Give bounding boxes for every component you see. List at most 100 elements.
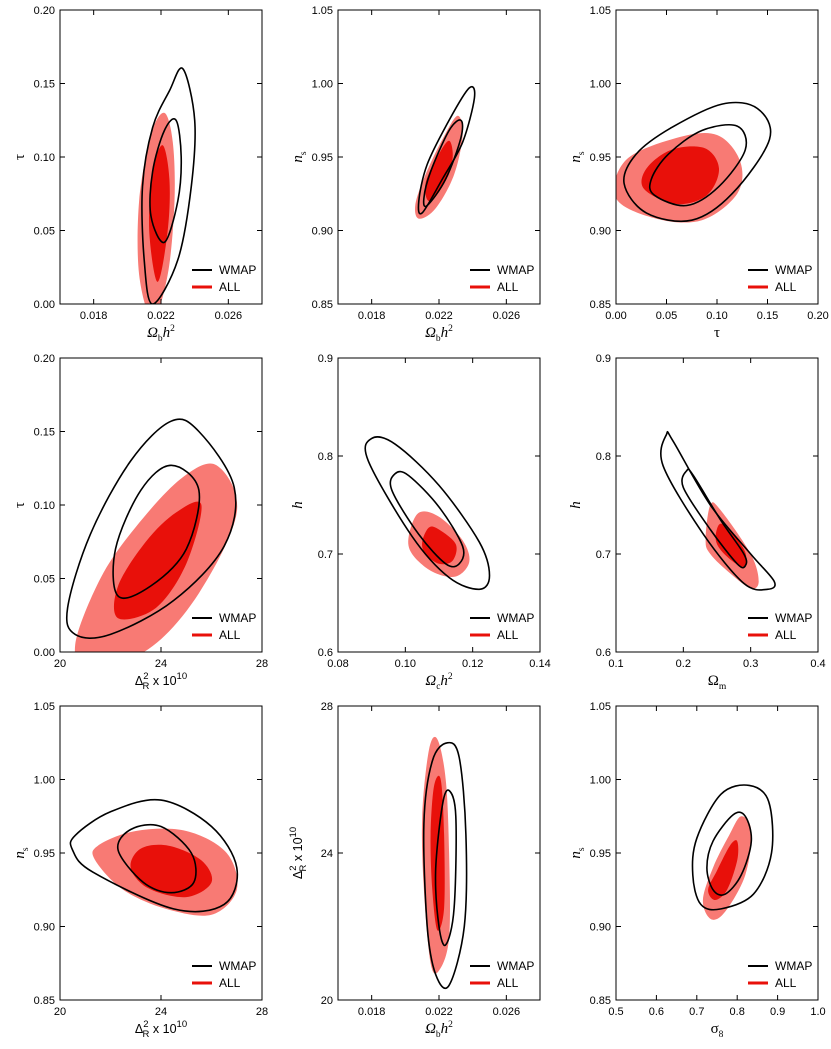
y-axis-label: ns [12, 847, 31, 859]
x-tick-label: 0.018 [80, 310, 108, 322]
y-tick-label: 0.90 [590, 226, 611, 238]
x-tick-label: 20 [54, 658, 66, 670]
y-axis-label: h [290, 501, 306, 509]
wmap-inner-contour [116, 823, 197, 894]
legend-label-wmap: WMAP [775, 611, 812, 625]
x-tick-label: 0.022 [425, 1006, 453, 1018]
y-tick-label: 28 [321, 701, 333, 713]
y-tick-label: 0.85 [590, 995, 611, 1007]
y-tick-label: 0.9 [318, 353, 333, 365]
y-axis-label: Δ2R x 1010 [288, 827, 309, 879]
x-axis-label: Ωm [708, 673, 727, 692]
wmap-inner-contour [434, 789, 457, 947]
y-tick-label: 0.8 [596, 451, 611, 463]
x-tick-label: 0.2 [676, 658, 691, 670]
wmap-inner-contour [112, 464, 201, 600]
all-inner-contour [708, 840, 739, 900]
wmap-outer-contour [141, 67, 196, 304]
x-tick-label: 0.14 [529, 658, 550, 670]
x-tick-label: 0.3 [743, 658, 758, 670]
y-tick-label: 0.95 [312, 152, 333, 164]
legend-label-all: ALL [497, 976, 519, 990]
x-axis-label: τ [714, 325, 720, 341]
y-tick-label: 0.85 [312, 299, 333, 311]
x-tick-label: 0.9 [770, 1006, 785, 1018]
x-axis-label: Ωbh2 [425, 324, 453, 344]
wmap-outer-contour [691, 784, 774, 911]
panel-1: 0.018 0.022 0.026 0.00 0.05 0.10 0.15 0.20 Ωbh2 τ… [12, 5, 263, 344]
y-axis-label: ns [290, 151, 309, 163]
wmap-outer-contour [69, 798, 239, 913]
x-tick-label: 0.026 [493, 310, 521, 322]
y-axis-label: ns [568, 151, 587, 163]
legend-label-wmap: WMAP [219, 263, 256, 277]
legend-label-all: ALL [775, 976, 797, 990]
x-tick-label: 0.018 [358, 1006, 386, 1018]
y-tick-label: 0.00 [34, 647, 55, 659]
x-tick-label: 0.08 [327, 658, 348, 670]
x-tick-label: 0.10 [706, 310, 727, 322]
x-tick-label: 24 [155, 658, 167, 670]
panel-6: 0.1 0.2 0.3 0.4 0.6 0.7 0.8 0.9 Ωm h WMAP ALL [568, 353, 826, 692]
y-tick-label: 1.05 [34, 701, 55, 713]
x-tick-label: 0.05 [656, 310, 677, 322]
y-tick-label: 1.05 [312, 5, 333, 17]
y-tick-label: 0.05 [34, 226, 55, 238]
y-tick-label: 0.95 [34, 848, 55, 860]
x-tick-label: 0.20 [807, 310, 828, 322]
y-tick-label: 24 [321, 848, 333, 860]
wmap-outer-contour [65, 418, 237, 639]
panel-2: 0.018 0.022 0.026 0.85 0.90 0.95 1.00 1.05 Ωbh2 n… [290, 5, 541, 344]
y-tick-label: 0.6 [596, 647, 611, 659]
y-axis-label: τ [12, 154, 28, 160]
y-tick-label: 0.7 [318, 549, 333, 561]
legend-label-wmap: WMAP [497, 263, 534, 277]
all-inner-contour [425, 140, 453, 202]
x-tick-label: 0.5 [608, 1006, 623, 1018]
y-tick-label: 0.95 [590, 152, 611, 164]
x-tick-label: 0.6 [649, 1006, 664, 1018]
legend: WMAP ALL [192, 263, 256, 294]
x-tick-label: 0.026 [215, 310, 243, 322]
y-tick-label: 1.00 [590, 79, 611, 91]
x-axis-label: Ωch2 [425, 672, 453, 692]
x-tick-label: 0.022 [425, 310, 453, 322]
panel-8: 0.018 0.022 0.026 20 24 28 Ωbh2 Δ2R x 1010 WMAP A… [288, 701, 541, 1040]
plot-frame [615, 705, 819, 1001]
y-tick-label: 0.15 [34, 79, 55, 91]
x-tick-label: 1.0 [810, 1006, 825, 1018]
x-tick-label: 0.018 [358, 310, 386, 322]
panel-9: 0.5 0.6 0.7 0.8 0.9 1.0 0.85 0.90 0.95 1.00 1.05 σ8… [568, 701, 826, 1040]
x-tick-label: 0.022 [147, 310, 175, 322]
all-inner-contour [149, 145, 170, 282]
wmap-inner-contour [422, 119, 464, 208]
legend-label-all: ALL [497, 628, 519, 642]
y-tick-label: 0.6 [318, 647, 333, 659]
wmap-outer-contour [623, 101, 772, 223]
x-tick-label: 0.12 [462, 658, 483, 670]
x-axis-label: σ8 [711, 1021, 724, 1040]
x-axis-label: Ωbh2 [147, 324, 175, 344]
wmap-outer-contour [422, 741, 468, 990]
all-inner-contour [130, 844, 213, 898]
y-axis-label: h [568, 501, 584, 509]
x-axis-label: Ωbh2 [425, 1020, 453, 1040]
legend-label-all: ALL [775, 280, 797, 294]
y-tick-label: 1.05 [590, 701, 611, 713]
y-tick-label: 0.95 [590, 848, 611, 860]
legend-label-wmap: WMAP [775, 263, 812, 277]
legend: WMAP ALL [192, 959, 256, 990]
wmap-inner-contour [149, 118, 183, 244]
wmap-inner-contour [706, 811, 753, 896]
y-tick-label: 0.15 [34, 427, 55, 439]
y-tick-label: 0.20 [34, 5, 55, 17]
legend: WMAP ALL [192, 611, 256, 642]
x-tick-label: 0.1 [608, 658, 623, 670]
y-tick-label: 0.9 [596, 353, 611, 365]
y-tick-label: 0.85 [590, 299, 611, 311]
y-tick-label: 1.05 [590, 5, 611, 17]
wmap-outer-contour [417, 85, 476, 215]
legend-label-wmap: WMAP [497, 959, 534, 973]
x-axis-label: Δ2 R x 1010 [135, 671, 187, 692]
y-tick-label: 1.00 [590, 775, 611, 787]
